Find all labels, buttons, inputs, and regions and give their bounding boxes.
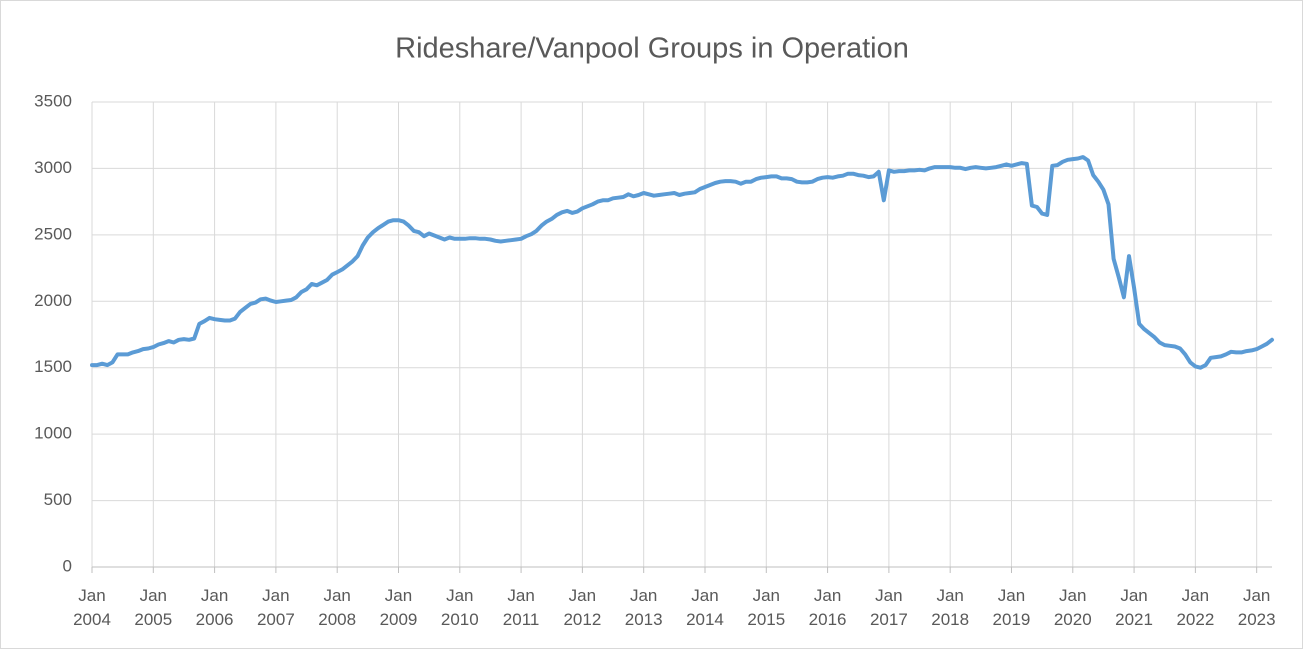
x-tick-label: Jan 2020 [1053, 586, 1092, 629]
y-tick-label: 1500 [34, 357, 72, 376]
x-tick-label: Jan 2009 [379, 586, 418, 629]
y-tick-label: 3500 [34, 91, 72, 110]
x-tick-label: Jan 2010 [440, 586, 479, 629]
y-tick-label: 2500 [34, 224, 72, 243]
x-tick-label: Jan 2005 [134, 586, 173, 629]
x-tick-label: Jan 2022 [1176, 586, 1215, 629]
x-tick-label: Jan 2018 [931, 586, 970, 629]
data-line [90, 155, 1274, 370]
x-tick-label: Jan 2008 [318, 586, 357, 629]
x-tick-label: Jan 2019 [992, 586, 1031, 629]
x-tick-label: Jan 2012 [563, 586, 602, 629]
x-tick-label: Jan 2016 [808, 586, 847, 629]
x-tick-label: Jan 2013 [624, 586, 663, 629]
y-tick-label: 2000 [34, 291, 72, 310]
x-tick-label: Jan 2006 [195, 586, 234, 629]
y-tick-label: 500 [44, 490, 72, 509]
x-tick-label: Jan 2017 [869, 586, 908, 629]
x-tick-label: Jan 2014 [686, 586, 724, 629]
x-tick-label: Jan 2011 [502, 586, 540, 629]
x-tick-label: Jan 2021 [1115, 586, 1153, 629]
y-tick-label: 0 [63, 556, 72, 575]
x-tick-label: Jan 2007 [256, 586, 295, 629]
y-tick-label: 1000 [34, 424, 72, 443]
x-tick-label: Jan 2004 [73, 586, 111, 629]
y-tick-label: 3000 [34, 158, 72, 177]
x-tick-label: Jan 2023 [1237, 586, 1276, 629]
x-tick-label: Jan 2015 [747, 586, 786, 629]
chart-title: Rideshare/Vanpool Groups in Operation [395, 33, 909, 65]
